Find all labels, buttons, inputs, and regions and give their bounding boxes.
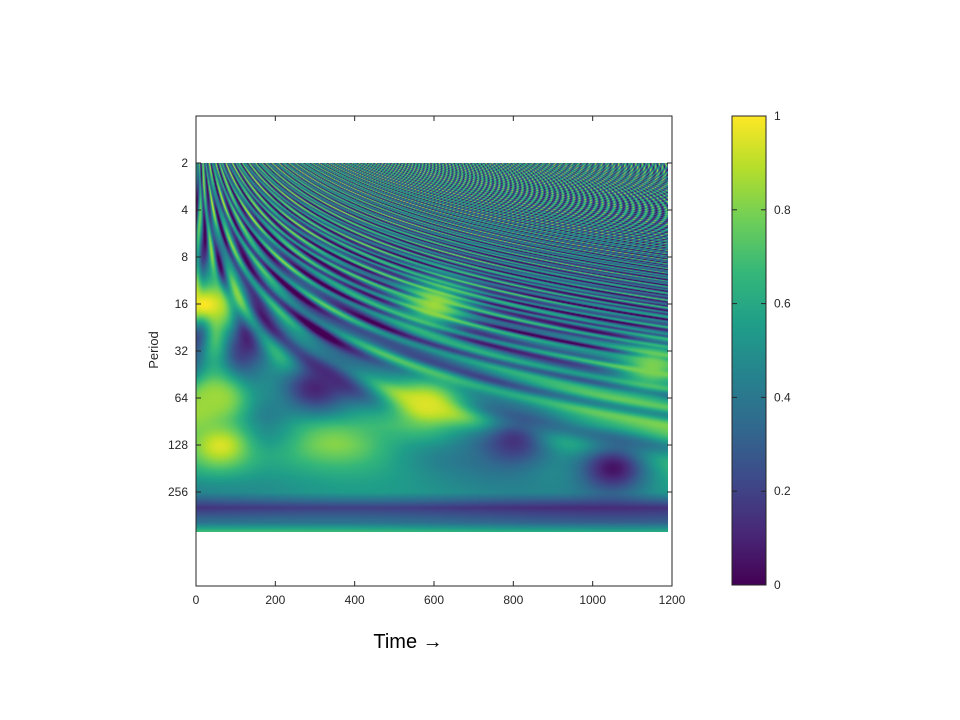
colorbar-tick-label: 1 xyxy=(774,109,781,123)
y-axis-ticks: 2 4 8 16 32 64 128 256 xyxy=(168,156,672,499)
x-tick-label: 1200 xyxy=(659,593,686,607)
y-tick-label: 64 xyxy=(175,391,189,405)
colorbar-gradient xyxy=(731,115,767,586)
x-tick-label: 600 xyxy=(424,593,444,607)
colorbar-tick-label: 0.2 xyxy=(774,484,791,498)
y-tick-label: 16 xyxy=(175,297,189,311)
colorbar-tick-label: 0.6 xyxy=(774,297,791,311)
x-axis-label: Time → xyxy=(373,631,442,653)
y-tick-label: 256 xyxy=(168,485,188,499)
x-axis-ticks: 0 200 400 600 800 1000 1200 xyxy=(193,116,686,607)
y-tick-label: 32 xyxy=(175,344,189,358)
x-tick-label: 400 xyxy=(345,593,365,607)
colorbar-ticks: 0 0.2 0.4 0.6 0.8 1 xyxy=(732,109,791,592)
colorbar: 0 0.2 0.4 0.6 0.8 1 xyxy=(731,109,791,592)
y-tick-label: 128 xyxy=(168,438,188,452)
x-tick-label: 800 xyxy=(503,593,523,607)
plot-area: 0 200 400 600 800 1000 1200 2 4 8 16 32 64 128 256 xyxy=(168,115,686,607)
colorbar-tick-label: 0.4 xyxy=(774,390,791,404)
x-tick-label: 1000 xyxy=(579,593,606,607)
y-tick-label: 8 xyxy=(181,250,188,264)
x-tick-label: 200 xyxy=(265,593,285,607)
colorbar-tick-label: 0 xyxy=(774,578,781,592)
y-axis-label: Period xyxy=(146,331,161,369)
colorbar-tick-label: 0.8 xyxy=(774,203,791,217)
y-tick-label: 2 xyxy=(181,156,188,170)
wavelet-power-heatmap xyxy=(196,163,668,532)
y-tick-label: 4 xyxy=(181,203,188,217)
x-tick-label: 0 xyxy=(193,593,200,607)
